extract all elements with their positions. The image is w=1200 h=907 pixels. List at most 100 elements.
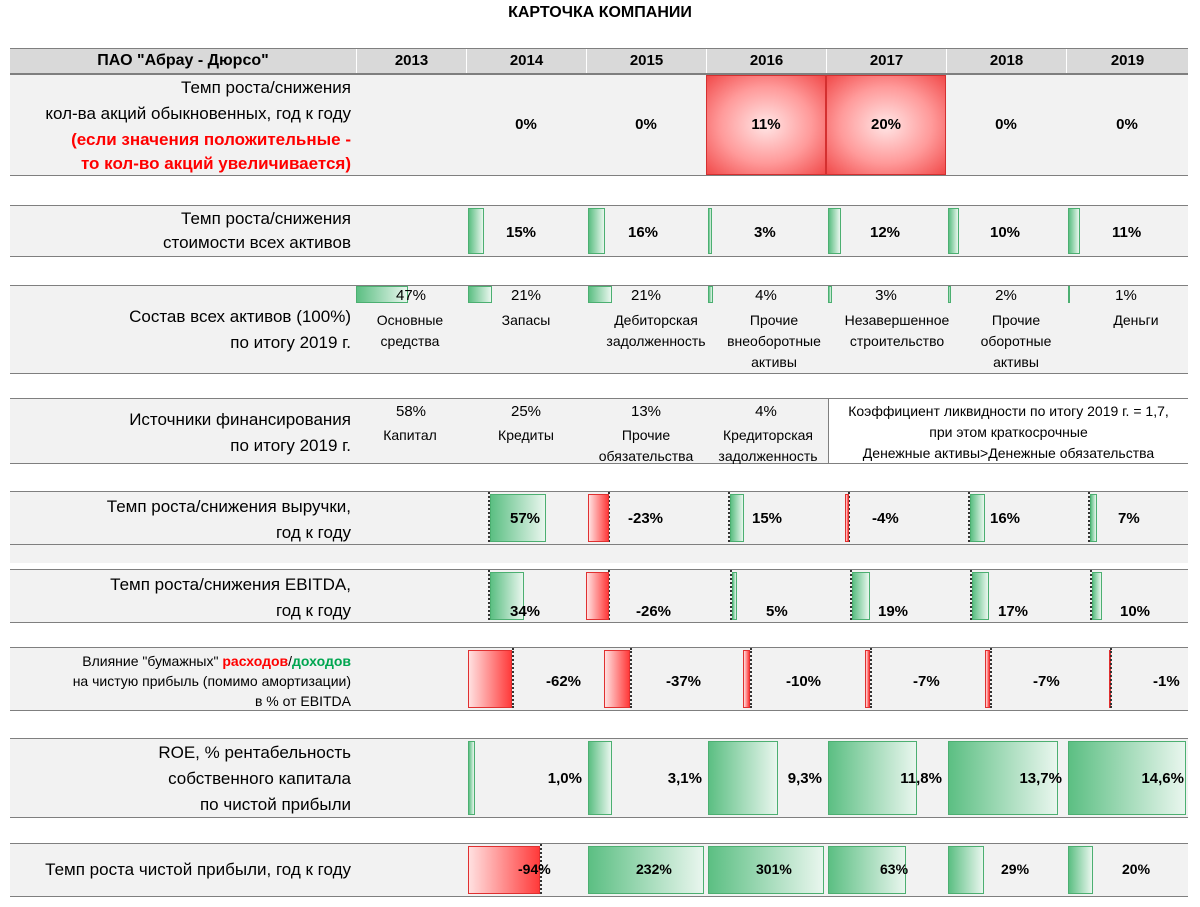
- heat-cell-2016: [706, 75, 826, 175]
- financing-row: Источники финансирования по итогу 2019 г…: [10, 398, 1188, 464]
- roe-label-line2: собственного капитала: [168, 769, 351, 788]
- revenue-axis-2019: [1088, 492, 1090, 542]
- revenue-bar-2017: [845, 494, 849, 542]
- paper-value-2017: -7%: [913, 673, 940, 690]
- structure-bar-cash: [1068, 286, 1070, 303]
- ebitda-value-2015: -26%: [636, 603, 672, 620]
- revenue-value-2017: -4%: [872, 510, 899, 527]
- paper-row: Влияние "бумажных" расходов/доходов на ч…: [10, 647, 1188, 711]
- revenue-axis-2016: [728, 492, 730, 542]
- net-profit-bar-2018: [948, 846, 984, 894]
- net-profit-bar-2015: [588, 846, 704, 894]
- ebitda-bar-2019: [1092, 572, 1102, 620]
- assets-growth-value-2014: 15%: [506, 224, 537, 241]
- financing-pct-loans: 25%: [510, 403, 542, 420]
- shares-value-2018: 0%: [995, 116, 1017, 133]
- assets-structure-row: Состав всех активов (100%) по итогу 2019…: [10, 285, 1188, 374]
- shares-value-2019: 0%: [1116, 116, 1138, 133]
- net-profit-bar-2019: [1068, 846, 1093, 894]
- ebitda-bar-2017: [852, 572, 870, 620]
- shares-row: Темп роста/снижения кол-ва акций обыкнов…: [10, 74, 1188, 176]
- year-2014: 2014: [466, 49, 586, 73]
- revenue-value-2016: 15%: [752, 510, 783, 527]
- assets-growth-label-line1: Темп роста/снижения: [181, 209, 351, 228]
- revenue-axis-2015: [608, 492, 610, 542]
- assets-structure-label-line1: Состав всех активов (100%): [129, 307, 351, 326]
- structure-caption-receivables: Дебиторская задолженность: [606, 312, 706, 349]
- assets-growth-bar-2015: [588, 208, 605, 254]
- assets-growth-value-2015: 16%: [628, 224, 659, 241]
- structure-caption-inventory: Запасы: [501, 312, 551, 328]
- revenue-axis-2014: [488, 492, 490, 542]
- structure-pct-receivables: 21%: [630, 287, 662, 304]
- paper-axis-2019: [1110, 648, 1112, 708]
- financing-caption-payables: Кредиторская задолженность: [718, 427, 818, 464]
- revenue-bar-2018: [970, 494, 985, 542]
- paper-bar-2015: [604, 650, 630, 708]
- revenue-label-line1: Темп роста/снижения выручки,: [106, 497, 351, 516]
- roe-value-2019: 14,6%: [1141, 770, 1184, 787]
- paper-label-line2: на чистую прибыль (помимо амортизации): [72, 673, 351, 689]
- structure-bar-other-current: [948, 286, 951, 303]
- net-profit-bar-2017: [828, 846, 906, 894]
- financing-caption-other-liabilities: Прочие обязательства: [598, 427, 694, 464]
- roe-bar-2014: [468, 741, 475, 815]
- year-2015: 2015: [586, 49, 706, 73]
- structure-pct-cash: 1%: [1115, 287, 1137, 304]
- paper-bar-2016: [743, 650, 750, 708]
- net-profit-row: Темп роста чистой прибыли, год к году -9…: [10, 843, 1188, 897]
- net-profit-label: Темп роста чистой прибыли, год к году: [45, 860, 351, 879]
- paper-label-line3: в % от EBITDA: [254, 693, 351, 709]
- ebitda-value-2018: 17%: [998, 603, 1029, 620]
- ebitda-value-2014: 34%: [510, 603, 541, 620]
- paper-bar-2014: [468, 650, 512, 708]
- paper-label-line1: Влияние "бумажных" расходов/доходов: [82, 653, 351, 669]
- ebitda-label-line2: год к году: [275, 601, 351, 620]
- structure-pct-other-current: 2%: [995, 287, 1017, 304]
- paper-value-2014: -62%: [546, 673, 582, 690]
- net-profit-value-2016: 301%: [756, 861, 792, 877]
- roe-row: ROE, % рентабельность собственного капит…: [10, 738, 1188, 818]
- roe-label-line3: по чистой прибыли: [199, 795, 351, 814]
- ebitda-value-2019: 10%: [1120, 603, 1151, 620]
- structure-caption-other-noncurrent: Прочие внеоборотные активы: [727, 312, 821, 370]
- shares-label-line1: Темп роста/снижения: [181, 78, 351, 97]
- year-2013: 2013: [356, 49, 466, 73]
- roe-value-2017: 11,8%: [900, 770, 942, 787]
- paper-axis-2015: [630, 648, 632, 708]
- ebitda-bar-2016: [732, 572, 737, 620]
- structure-caption-cash: Деньги: [1113, 312, 1159, 328]
- assets-growth-row: Темп роста/снижения стоимости всех актив…: [10, 205, 1188, 257]
- revenue-value-2015: -23%: [628, 510, 664, 527]
- assets-growth-bar-2019: [1068, 208, 1080, 254]
- net-profit-bar-2016: [708, 846, 824, 894]
- assets-growth-value-2017: 12%: [870, 224, 901, 241]
- net-profit-value-2017: 63%: [880, 861, 909, 877]
- paper-axis-2018: [990, 648, 992, 708]
- structure-bar-inventory: [468, 286, 492, 303]
- heat-cell-2017: [826, 75, 946, 175]
- financing-pct-capital: 58%: [395, 403, 427, 420]
- revenue-value-2019: 7%: [1118, 510, 1140, 527]
- liquidity-box: Коэффициент ликвидности по итогу 2019 г.…: [828, 399, 1188, 463]
- paper-axis-2017: [870, 648, 872, 708]
- liquidity-line1: Коэффициент ликвидности по итогу 2019 г.…: [848, 403, 1169, 419]
- paper-bar-2018: [985, 650, 990, 708]
- roe-bar-2017: [828, 741, 917, 815]
- revenue-axis-2018: [968, 492, 970, 542]
- page-title: КАРТОЧКА КОМПАНИИ: [508, 4, 692, 21]
- paper-axis-2014: [512, 648, 514, 708]
- header-row: ПАО "Абрау - Дюрсо" 2013 2014 2015 2016 …: [10, 48, 1188, 74]
- assets-structure-label-line2: по итогу 2019 г.: [230, 333, 351, 352]
- shares-value-2016: 11%: [751, 116, 781, 133]
- financing-caption-loans: Кредиты: [498, 427, 554, 443]
- assets-growth-bar-2018: [948, 208, 959, 254]
- roe-label-line1: ROE, % рентабельность: [158, 743, 351, 762]
- ebitda-axis-2015: [608, 570, 610, 620]
- assets-growth-bar-2017: [828, 208, 841, 254]
- ebitda-bar-2018: [972, 572, 989, 620]
- roe-value-2016: 9,3%: [787, 770, 822, 787]
- paper-axis-2016: [750, 648, 752, 708]
- revenue-bar-2015: [588, 494, 609, 542]
- revenue-bar-2014: [490, 494, 546, 542]
